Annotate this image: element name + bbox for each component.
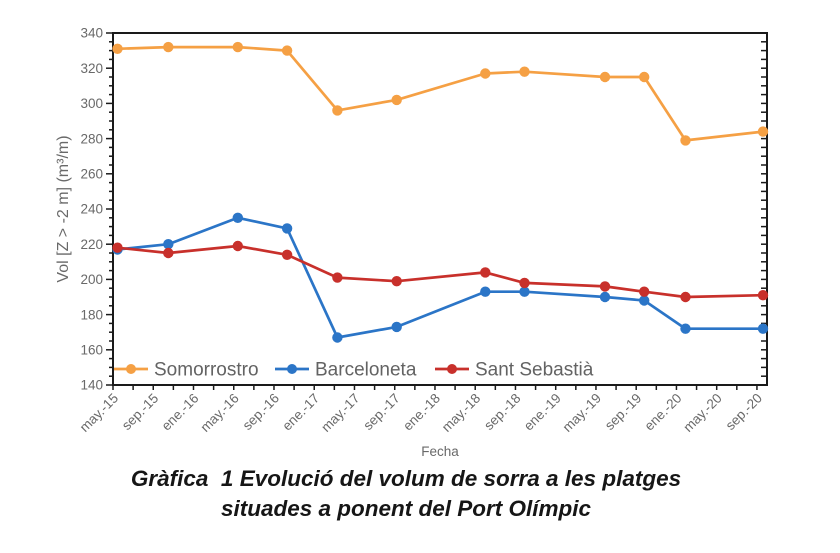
series-sant-sebasti-point (232, 240, 243, 252)
series-sant-sebasti-line (116, 244, 765, 299)
legend-barceloneta-marker (287, 364, 297, 374)
x-axis-tick-label: may.-16 (197, 391, 241, 435)
x-axis-tick-label: sep.-15 (119, 391, 161, 433)
series-barceloneta-point (639, 295, 650, 306)
series-somorrostro-point (639, 71, 650, 83)
y-axis-tick-label: 220 (80, 237, 103, 252)
y-axis-tick-label: 340 (80, 26, 103, 41)
y-axis-title: Vol [Z > -2 m] (m³/m) (55, 135, 72, 282)
x-axis-tick-label: may.-19 (560, 391, 604, 435)
series-sant-sebasti-point (599, 281, 611, 292)
legend-label-sant-sebasti: Sant Sebastià (475, 360, 594, 381)
figure-caption: Gràfica 1 Evolució del volum de sorra a … (0, 464, 812, 524)
y-axis-tick-label: 300 (80, 96, 103, 111)
line-chart: 140 160 180 200 220 240 260 280 300 320 340 may.-15… (55, 26, 769, 459)
y-axis-tick-label: 160 (80, 343, 103, 358)
series-sant-sebasti-point (519, 277, 530, 289)
series-sant-sebasti-point (391, 276, 402, 287)
series-barceloneta-point (599, 291, 611, 303)
series-somorrostro-line (116, 45, 765, 142)
series-somorrostro-point (232, 41, 243, 53)
y-axis-tick-label: 180 (80, 307, 103, 322)
series-barceloneta-line (116, 216, 765, 339)
x-axis-tick-label: ene.-19 (521, 391, 564, 434)
y-axis-tick-label: 260 (80, 167, 103, 182)
x-axis-tick-label: ene.-18 (400, 391, 443, 434)
series-sant-sebasti-point (680, 291, 691, 303)
series-sant-sebasti-point (332, 272, 343, 283)
x-axis-tick-label: ene.-20 (642, 391, 685, 434)
x-axis-tick-label: may.-15 (77, 391, 121, 435)
x-axis-tick-label: sep.-19 (602, 391, 644, 433)
series-somorrostro-point (599, 71, 611, 83)
series-somorrostro-point (519, 66, 530, 77)
y-axis-tick-label: 140 (80, 378, 103, 393)
series-somorrostro-point (163, 41, 174, 53)
series-somorrostro-point (757, 126, 769, 137)
series-somorrostro-point (112, 43, 123, 54)
y-axis-tick-label: 320 (80, 61, 103, 76)
series-barceloneta-point (757, 323, 769, 334)
x-axis-tick-label: sep.-17 (360, 391, 402, 433)
y-axis-tick-label: 200 (80, 272, 103, 287)
series-somorrostro-point (391, 94, 402, 106)
series-barceloneta-point (163, 239, 174, 250)
y-axis-tick-label: 240 (80, 202, 103, 217)
series-barceloneta-point (332, 332, 343, 343)
x-axis-tick-label: sep.-18 (481, 391, 523, 433)
legend-sant-sebasti-marker (447, 364, 457, 374)
x-axis-tick-label: sep.-16 (240, 391, 282, 433)
series-somorrostro-point (281, 45, 293, 56)
series-somorrostro-point (480, 68, 491, 79)
series-somorrostro-point (332, 105, 343, 116)
series-sant-sebasti-point (163, 247, 174, 259)
series-barceloneta-point (480, 286, 491, 297)
series-somorrostro-point (680, 135, 691, 146)
legend-label-barceloneta: Barceloneta (315, 360, 417, 381)
series-sant-sebasti-point (112, 242, 123, 253)
series-sant-sebasti-point (281, 249, 293, 260)
x-axis-title: Fecha (421, 444, 459, 459)
series-barceloneta-point (519, 286, 530, 297)
series-barceloneta-point (391, 321, 402, 333)
series-barceloneta-point (281, 223, 293, 234)
series-sant-sebasti-point (480, 267, 491, 278)
caption-line-1: Gràfica 1 Evolució del volum de sorra a … (130, 466, 682, 491)
series-barceloneta-point (232, 212, 243, 223)
series-barceloneta-point (680, 323, 691, 334)
x-axis-tick-label: may.-17 (318, 391, 362, 435)
legend-label-somorrostro: Somorrostro (154, 360, 259, 381)
x-axis-tick-label: sep.-20 (723, 391, 765, 433)
x-axis-tick-label: may.-18 (439, 391, 483, 435)
series-sant-sebasti-point (757, 290, 769, 301)
x-axis-tick-label: ene.-16 (159, 391, 202, 434)
x-axis-tick-label: may.-20 (680, 391, 724, 435)
y-axis-tick-label: 280 (80, 131, 103, 146)
legend-somorrostro-marker (126, 364, 136, 374)
x-axis-tick-label: ene.-17 (279, 391, 322, 434)
series-sant-sebasti-point (639, 286, 650, 297)
caption-line-2: situades a ponent del Port Olímpic (220, 496, 592, 521)
